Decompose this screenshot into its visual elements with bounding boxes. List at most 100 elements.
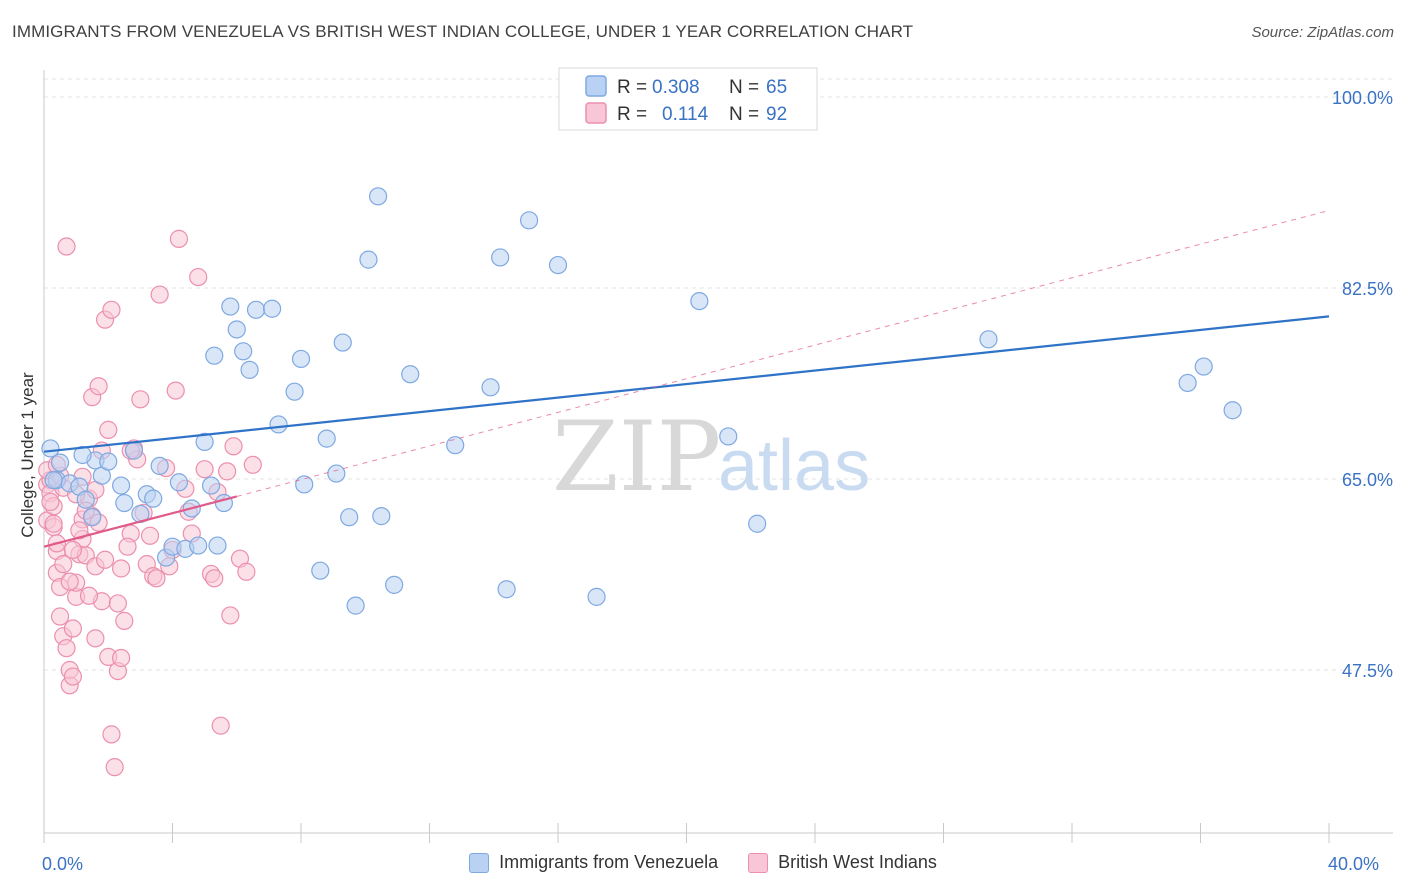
- point-immigrants-from-venezuela[interactable]: [144, 489, 163, 508]
- watermark-zip: ZIP: [552, 401, 721, 513]
- point-immigrants-from-venezuela[interactable]: [979, 330, 998, 349]
- point-immigrants-from-venezuela[interactable]: [587, 587, 606, 606]
- point-immigrants-from-venezuela[interactable]: [291, 349, 311, 369]
- y-tick-label: 82.5%: [1342, 279, 1393, 299]
- point-british-west-indians[interactable]: [41, 492, 60, 512]
- point-immigrants-from-venezuela[interactable]: [311, 561, 330, 580]
- point-british-west-indians[interactable]: [57, 639, 76, 658]
- point-immigrants-from-venezuela[interactable]: [269, 415, 288, 434]
- point-immigrants-from-venezuela[interactable]: [189, 536, 208, 555]
- point-british-west-indians[interactable]: [211, 716, 230, 735]
- point-immigrants-from-venezuela[interactable]: [359, 250, 378, 269]
- point-immigrants-from-venezuela[interactable]: [234, 342, 253, 361]
- point-immigrants-from-venezuela[interactable]: [115, 493, 134, 513]
- point-immigrants-from-venezuela[interactable]: [50, 453, 70, 472]
- point-immigrants-from-venezuela[interactable]: [221, 297, 240, 316]
- point-immigrants-from-venezuela[interactable]: [240, 360, 259, 379]
- point-british-west-indians[interactable]: [99, 420, 118, 439]
- point-immigrants-from-venezuela[interactable]: [111, 476, 131, 495]
- point-british-west-indians[interactable]: [50, 607, 70, 626]
- point-immigrants-from-venezuela[interactable]: [548, 255, 568, 275]
- point-immigrants-from-venezuela[interactable]: [1194, 357, 1213, 376]
- point-british-west-indians[interactable]: [105, 758, 124, 777]
- point-immigrants-from-venezuela[interactable]: [124, 441, 144, 460]
- point-british-west-indians[interactable]: [60, 572, 79, 591]
- point-immigrants-from-venezuela[interactable]: [205, 346, 224, 365]
- point-immigrants-from-venezuela[interactable]: [748, 514, 767, 533]
- point-immigrants-from-venezuela[interactable]: [317, 429, 336, 448]
- point-immigrants-from-venezuela[interactable]: [372, 507, 391, 526]
- point-immigrants-from-venezuela[interactable]: [214, 493, 233, 513]
- point-immigrants-from-venezuela[interactable]: [262, 299, 282, 318]
- point-british-west-indians[interactable]: [205, 569, 224, 588]
- point-british-west-indians[interactable]: [57, 237, 76, 256]
- point-immigrants-from-venezuela[interactable]: [73, 445, 92, 465]
- point-immigrants-from-venezuela[interactable]: [150, 456, 169, 476]
- point-british-west-indians[interactable]: [108, 594, 127, 613]
- point-british-west-indians[interactable]: [243, 455, 262, 474]
- point-british-west-indians[interactable]: [169, 229, 189, 248]
- point-british-west-indians[interactable]: [89, 377, 108, 396]
- point-british-west-indians[interactable]: [118, 537, 137, 556]
- point-immigrants-from-venezuela[interactable]: [195, 432, 214, 451]
- point-immigrants-from-venezuela[interactable]: [227, 320, 246, 339]
- point-british-west-indians[interactable]: [111, 648, 131, 668]
- y-tick-label: 47.5%: [1342, 661, 1393, 681]
- point-immigrants-from-venezuela[interactable]: [1223, 401, 1242, 420]
- point-british-west-indians[interactable]: [102, 300, 121, 319]
- point-immigrants-from-venezuela[interactable]: [327, 464, 346, 483]
- point-british-west-indians[interactable]: [63, 667, 83, 686]
- point-immigrants-from-venezuela[interactable]: [169, 473, 189, 492]
- point-immigrants-from-venezuela[interactable]: [340, 508, 359, 527]
- point-immigrants-from-venezuela[interactable]: [369, 187, 388, 206]
- legend-item-british-west-indians[interactable]: British West Indians: [748, 852, 937, 873]
- point-british-west-indians[interactable]: [79, 586, 99, 605]
- point-immigrants-from-venezuela[interactable]: [201, 476, 221, 495]
- point-immigrants-from-venezuela[interactable]: [690, 291, 709, 311]
- point-british-west-indians[interactable]: [70, 521, 89, 540]
- point-immigrants-from-venezuela[interactable]: [491, 248, 510, 267]
- point-british-west-indians[interactable]: [237, 562, 256, 581]
- point-british-west-indians[interactable]: [115, 611, 134, 630]
- point-immigrants-from-venezuela[interactable]: [1178, 373, 1197, 393]
- point-immigrants-from-venezuela[interactable]: [44, 470, 63, 490]
- point-british-west-indians[interactable]: [147, 569, 166, 588]
- point-british-west-indians[interactable]: [63, 619, 83, 638]
- point-immigrants-from-venezuela[interactable]: [208, 536, 227, 555]
- point-immigrants-from-venezuela[interactable]: [76, 490, 95, 509]
- point-immigrants-from-venezuela[interactable]: [401, 365, 420, 384]
- point-immigrants-from-venezuela[interactable]: [99, 452, 118, 471]
- point-british-west-indians[interactable]: [111, 559, 131, 578]
- stats-n-value-blue: 65: [766, 77, 787, 98]
- point-immigrants-from-venezuela[interactable]: [519, 211, 539, 230]
- point-british-west-indians[interactable]: [95, 550, 115, 569]
- point-immigrants-from-venezuela[interactable]: [719, 427, 738, 446]
- point-immigrants-from-venezuela[interactable]: [246, 300, 266, 319]
- point-immigrants-from-venezuela[interactable]: [346, 596, 365, 615]
- stats-n-label-pink: N =: [729, 104, 759, 125]
- point-british-west-indians[interactable]: [224, 437, 243, 456]
- point-british-west-indians[interactable]: [131, 390, 150, 409]
- point-british-west-indians[interactable]: [166, 381, 185, 400]
- point-british-west-indians[interactable]: [221, 606, 240, 625]
- point-immigrants-from-venezuela[interactable]: [285, 382, 304, 401]
- point-british-west-indians[interactable]: [86, 629, 105, 648]
- point-immigrants-from-venezuela[interactable]: [446, 436, 465, 455]
- point-british-west-indians[interactable]: [189, 267, 208, 287]
- point-immigrants-from-venezuela[interactable]: [385, 575, 404, 594]
- point-british-west-indians[interactable]: [150, 285, 169, 304]
- point-immigrants-from-venezuela[interactable]: [83, 508, 102, 527]
- point-british-west-indians[interactable]: [218, 462, 237, 481]
- legend-item-venezuela[interactable]: Immigrants from Venezuela: [469, 852, 718, 873]
- point-immigrants-from-venezuela[interactable]: [295, 475, 314, 494]
- point-immigrants-from-venezuela[interactable]: [333, 333, 352, 352]
- point-immigrants-from-venezuela[interactable]: [481, 378, 500, 397]
- point-immigrants-from-venezuela[interactable]: [41, 439, 60, 458]
- point-british-west-indians[interactable]: [63, 540, 83, 560]
- point-immigrants-from-venezuela[interactable]: [497, 580, 516, 599]
- point-british-west-indians[interactable]: [195, 460, 214, 479]
- point-british-west-indians[interactable]: [102, 725, 121, 744]
- point-british-west-indians[interactable]: [140, 526, 160, 545]
- point-british-west-indians[interactable]: [54, 555, 73, 574]
- point-british-west-indians[interactable]: [44, 514, 63, 533]
